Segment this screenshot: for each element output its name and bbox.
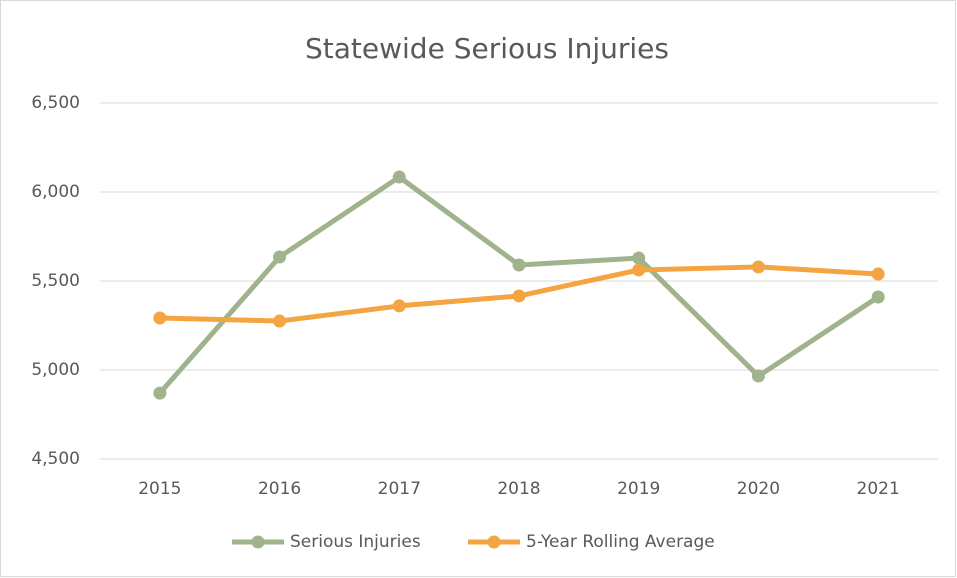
point [751,260,765,274]
point [153,311,167,325]
x-tick-label: 2015 [138,479,181,499]
x-tick-label: 2020 [737,479,780,499]
point [871,290,885,304]
y-tick-label: 6,500 [31,93,80,113]
point [273,314,287,328]
x-tick-label: 2018 [497,479,540,499]
point [392,299,406,313]
y-tick-label: 5,000 [31,360,80,380]
legend-marker [487,535,501,549]
x-tick-label: 2019 [617,479,660,499]
legend-label: Serious Injuries [290,532,421,552]
point [632,251,646,265]
point [871,267,885,281]
x-tick-label: 2017 [378,479,421,499]
legend-marker [251,535,265,549]
point [392,170,406,184]
point [273,250,287,264]
point [751,369,765,383]
point [512,258,526,272]
legend-label: 5-Year Rolling Average [526,532,715,552]
point [632,263,646,277]
x-tick-label: 2016 [258,479,301,499]
chart-title: Statewide Serious Injuries [305,32,669,65]
y-tick-label: 4,500 [31,449,80,469]
y-tick-label: 5,500 [31,271,80,291]
point [512,289,526,303]
x-tick-label: 2021 [857,479,900,499]
point [153,386,167,400]
y-tick-label: 6,000 [31,182,80,202]
